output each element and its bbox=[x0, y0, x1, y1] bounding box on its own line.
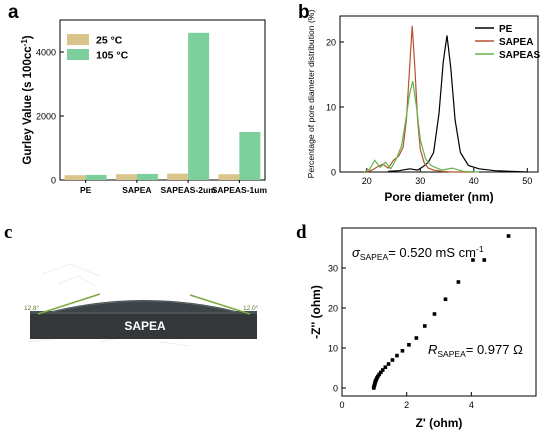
tangent-left bbox=[37, 293, 101, 315]
plot-frame bbox=[341, 227, 537, 397]
substrate bbox=[30, 311, 257, 339]
bar-SAPEAS-1um-25 °C bbox=[218, 174, 240, 180]
panel-letter-b: b bbox=[298, 2, 310, 23]
data-point bbox=[380, 368, 385, 372]
y-tick-label: 2000 bbox=[36, 112, 56, 122]
data-point bbox=[432, 312, 437, 316]
angle-left-label: 12.8° bbox=[24, 304, 40, 312]
contact-angle-image: 12.8° 12.0° SAPEA bbox=[24, 263, 259, 347]
y-tick-label: 0 bbox=[331, 168, 336, 178]
legend-swatch bbox=[67, 49, 89, 60]
panel-letter-a: a bbox=[8, 2, 19, 23]
tangent-right bbox=[189, 294, 251, 315]
x-axis-label: Pore diameter (nm) bbox=[384, 190, 493, 204]
y-tick-label: 10 bbox=[328, 344, 338, 354]
y-axis-label: Percentage of pore diameter distribution… bbox=[306, 10, 316, 179]
data-point bbox=[386, 362, 391, 366]
data-point bbox=[395, 353, 399, 358]
data-point bbox=[482, 258, 487, 262]
data-point bbox=[383, 365, 388, 369]
reflection-artifacts bbox=[27, 263, 191, 347]
x-tick-label: SAPEA bbox=[122, 185, 151, 195]
x-tick-label: 20 bbox=[362, 176, 372, 186]
y-tick-label: 10 bbox=[326, 103, 336, 113]
substrate-edge bbox=[30, 311, 257, 314]
y-axis-label: Gurley Value (s 100cc-1) bbox=[20, 35, 35, 164]
bar-PE-105 °C bbox=[85, 174, 107, 180]
data-point bbox=[390, 358, 395, 362]
bar-SAPEA-25 °C bbox=[115, 174, 137, 180]
data-point bbox=[456, 280, 461, 284]
legend-label: SAPEA bbox=[499, 37, 533, 48]
plot-frame bbox=[59, 19, 266, 181]
x-tick-label: 30 bbox=[415, 176, 425, 186]
chart-d: 0 10 20 30 0 2 4 Z' (ohm) -Z'' (ohm) σSAPEA= 0.52… bbox=[309, 227, 537, 430]
x-tick-label: SAPEAS-1um bbox=[212, 185, 268, 195]
panel-letter-c: c bbox=[4, 222, 13, 243]
y-tick-label: 4000 bbox=[36, 48, 56, 58]
data-point bbox=[400, 349, 405, 353]
angle-right-label: 12.0° bbox=[243, 304, 259, 312]
legend-label: 25 °C bbox=[96, 35, 123, 47]
y-axis-label: -Z'' (ohm) bbox=[309, 285, 323, 339]
bar-SAPEAS-2um-105 °C bbox=[188, 32, 210, 180]
data-point bbox=[407, 343, 411, 347]
data-point bbox=[471, 258, 475, 262]
droplet bbox=[48, 300, 240, 312]
y-tick-label: 0 bbox=[51, 176, 56, 186]
data-point bbox=[377, 372, 381, 377]
y-tick-label: 30 bbox=[328, 264, 338, 274]
legend-label: SAPEAS bbox=[499, 50, 540, 61]
data-point bbox=[376, 374, 380, 379]
y-tick-label: 20 bbox=[326, 38, 336, 48]
data-point bbox=[422, 324, 427, 328]
x-tick-label: 2 bbox=[404, 400, 409, 410]
series-line-PE bbox=[388, 35, 528, 173]
plot-frame bbox=[339, 15, 539, 173]
data-point bbox=[443, 297, 448, 301]
data-point bbox=[506, 234, 511, 238]
series-line-SAPEAS bbox=[363, 80, 480, 173]
sample-label: SAPEA bbox=[124, 319, 166, 333]
droplet-outline bbox=[51, 300, 237, 313]
legend-label: PE bbox=[499, 24, 513, 35]
panel-letter-d: d bbox=[296, 222, 307, 243]
chart-b: 0 10 20 20 30 40 50 PE SAPEA SAPEAS Pore diameter … bbox=[306, 10, 540, 204]
data-point bbox=[414, 336, 419, 340]
x-tick-label: SAPEAS-2um bbox=[160, 185, 216, 195]
data-point bbox=[379, 370, 383, 375]
resistance-annotation: RSAPEA= 0.977 Ω bbox=[428, 342, 523, 359]
x-tick-label: PE bbox=[80, 185, 92, 195]
bar-SAPEAS-2um-25 °C bbox=[167, 173, 189, 180]
legend-swatch bbox=[67, 34, 89, 45]
x-axis-label: Z' (ohm) bbox=[416, 416, 463, 430]
y-tick-label: 20 bbox=[328, 304, 338, 314]
x-tick-label: 40 bbox=[469, 176, 479, 186]
legend-label: 105 °C bbox=[96, 50, 129, 62]
y-tick-label: 0 bbox=[333, 384, 338, 394]
bar-PE-25 °C bbox=[64, 175, 86, 180]
bar-SAPEA-105 °C bbox=[136, 173, 158, 180]
x-tick-label: 50 bbox=[522, 176, 532, 186]
series-line-SAPEA bbox=[366, 25, 474, 173]
x-tick-label: 4 bbox=[469, 400, 474, 410]
x-tick-label: 0 bbox=[339, 400, 344, 410]
sigma-annotation: σSAPEA= 0.520 mS cm-1 bbox=[352, 244, 484, 262]
bar-SAPEAS-1um-105 °C bbox=[239, 132, 261, 180]
